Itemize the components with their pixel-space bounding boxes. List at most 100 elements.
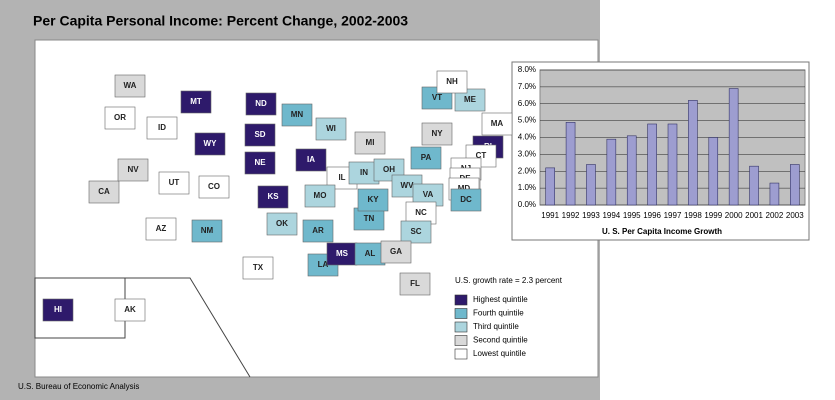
- state-label: UT: [169, 178, 180, 187]
- state-label: MA: [491, 119, 504, 128]
- state-label: IL: [338, 173, 345, 182]
- state: [357, 188, 389, 212]
- state: [194, 132, 226, 156]
- bar: [749, 165, 759, 206]
- bar: [769, 182, 780, 206]
- legend-swatch: [454, 321, 468, 333]
- bar: [688, 100, 698, 206]
- bar: [790, 164, 800, 206]
- bar: [667, 123, 678, 206]
- y-tick-label: 2.0%: [518, 166, 536, 175]
- state-label: IA: [307, 155, 315, 164]
- x-tick-label: 1992: [562, 211, 580, 220]
- state-label: HI: [54, 305, 62, 314]
- legend-swatch: [454, 308, 468, 319]
- state: [244, 151, 276, 175]
- state-label: NV: [127, 165, 139, 174]
- x-tick-label: 1991: [541, 211, 559, 220]
- state-label: VA: [423, 190, 434, 199]
- state-label: NM: [201, 226, 214, 235]
- state: [400, 220, 432, 244]
- state: [146, 116, 178, 140]
- state: [180, 90, 212, 114]
- state-label: ND: [255, 99, 267, 108]
- y-tick-label: 0.0%: [518, 200, 536, 209]
- state-label: NC: [415, 208, 427, 217]
- state: [481, 112, 513, 136]
- y-tick-label: 6.0%: [518, 99, 536, 108]
- state-label: AR: [312, 226, 324, 235]
- state: [158, 171, 190, 195]
- state-label: MI: [366, 138, 375, 147]
- y-tick-label: 1.0%: [518, 183, 536, 192]
- x-tick-label: 1995: [623, 211, 641, 220]
- state: [304, 184, 336, 208]
- legend-label: Highest quintile: [473, 295, 528, 304]
- state-label: LA: [318, 260, 329, 269]
- state: [114, 298, 146, 322]
- state-label: KY: [367, 195, 379, 204]
- state: [281, 103, 313, 127]
- bar: [586, 164, 596, 206]
- title: Per Capita Personal Income: Percent Chan…: [33, 13, 408, 29]
- legend-label: Second quintile: [473, 336, 528, 345]
- y-tick-label: 8.0%: [518, 65, 536, 74]
- state: [242, 256, 274, 280]
- state-label: CT: [476, 151, 487, 160]
- x-tick-label: 1994: [602, 211, 620, 220]
- state: [244, 123, 276, 147]
- state-label: TX: [253, 263, 264, 272]
- state-label: NY: [431, 129, 443, 138]
- state: [198, 175, 230, 199]
- state: [454, 88, 486, 112]
- x-axis-title: U. S. Per Capita Income Growth: [602, 227, 722, 236]
- legend-swatch: [454, 294, 468, 306]
- state-label: OK: [276, 219, 288, 228]
- x-tick-label: 2002: [766, 211, 784, 220]
- x-tick-label: 1996: [643, 211, 661, 220]
- growth-note: U.S. growth rate = 2.3 percent: [455, 276, 563, 285]
- state: [450, 188, 482, 212]
- state: [42, 298, 74, 322]
- legend-label: Lowest quintile: [473, 349, 526, 358]
- x-tick-label: 2003: [786, 211, 804, 220]
- state: [315, 117, 347, 141]
- state-label: WV: [401, 181, 415, 190]
- bar: [565, 122, 576, 206]
- state-label: SD: [254, 130, 265, 139]
- state-label: SC: [410, 227, 421, 236]
- state-label: CO: [208, 182, 220, 191]
- y-tick-label: 3.0%: [518, 149, 536, 158]
- legend-label: Third quintile: [473, 322, 519, 331]
- state-label: MS: [336, 249, 349, 258]
- bar: [545, 167, 555, 206]
- source: U.S. Bureau of Economic Analysis: [18, 382, 139, 391]
- x-tick-label: 1998: [684, 211, 702, 220]
- state-label: FL: [410, 279, 420, 288]
- bar: [647, 123, 657, 206]
- state-label: AK: [124, 305, 136, 314]
- state: [302, 219, 334, 243]
- state-label: IN: [360, 168, 368, 177]
- state: [117, 158, 149, 182]
- state-label: MO: [314, 191, 327, 200]
- state-label: WY: [204, 139, 218, 148]
- state-label: ID: [158, 123, 166, 132]
- state: [354, 131, 386, 155]
- state: [104, 106, 136, 130]
- state-label: MN: [291, 110, 304, 119]
- x-tick-label: 2000: [725, 211, 743, 220]
- state: [145, 217, 177, 241]
- state: [380, 240, 412, 264]
- state-label: MT: [190, 97, 202, 106]
- y-tick-label: 5.0%: [518, 116, 536, 125]
- state: [295, 148, 327, 172]
- y-tick-label: 7.0%: [518, 82, 536, 91]
- state-label: WI: [326, 124, 336, 133]
- state: [421, 122, 453, 146]
- state: [436, 70, 468, 94]
- state: [266, 212, 298, 236]
- alaska-inset: [125, 277, 251, 378]
- legend-swatch: [454, 335, 468, 346]
